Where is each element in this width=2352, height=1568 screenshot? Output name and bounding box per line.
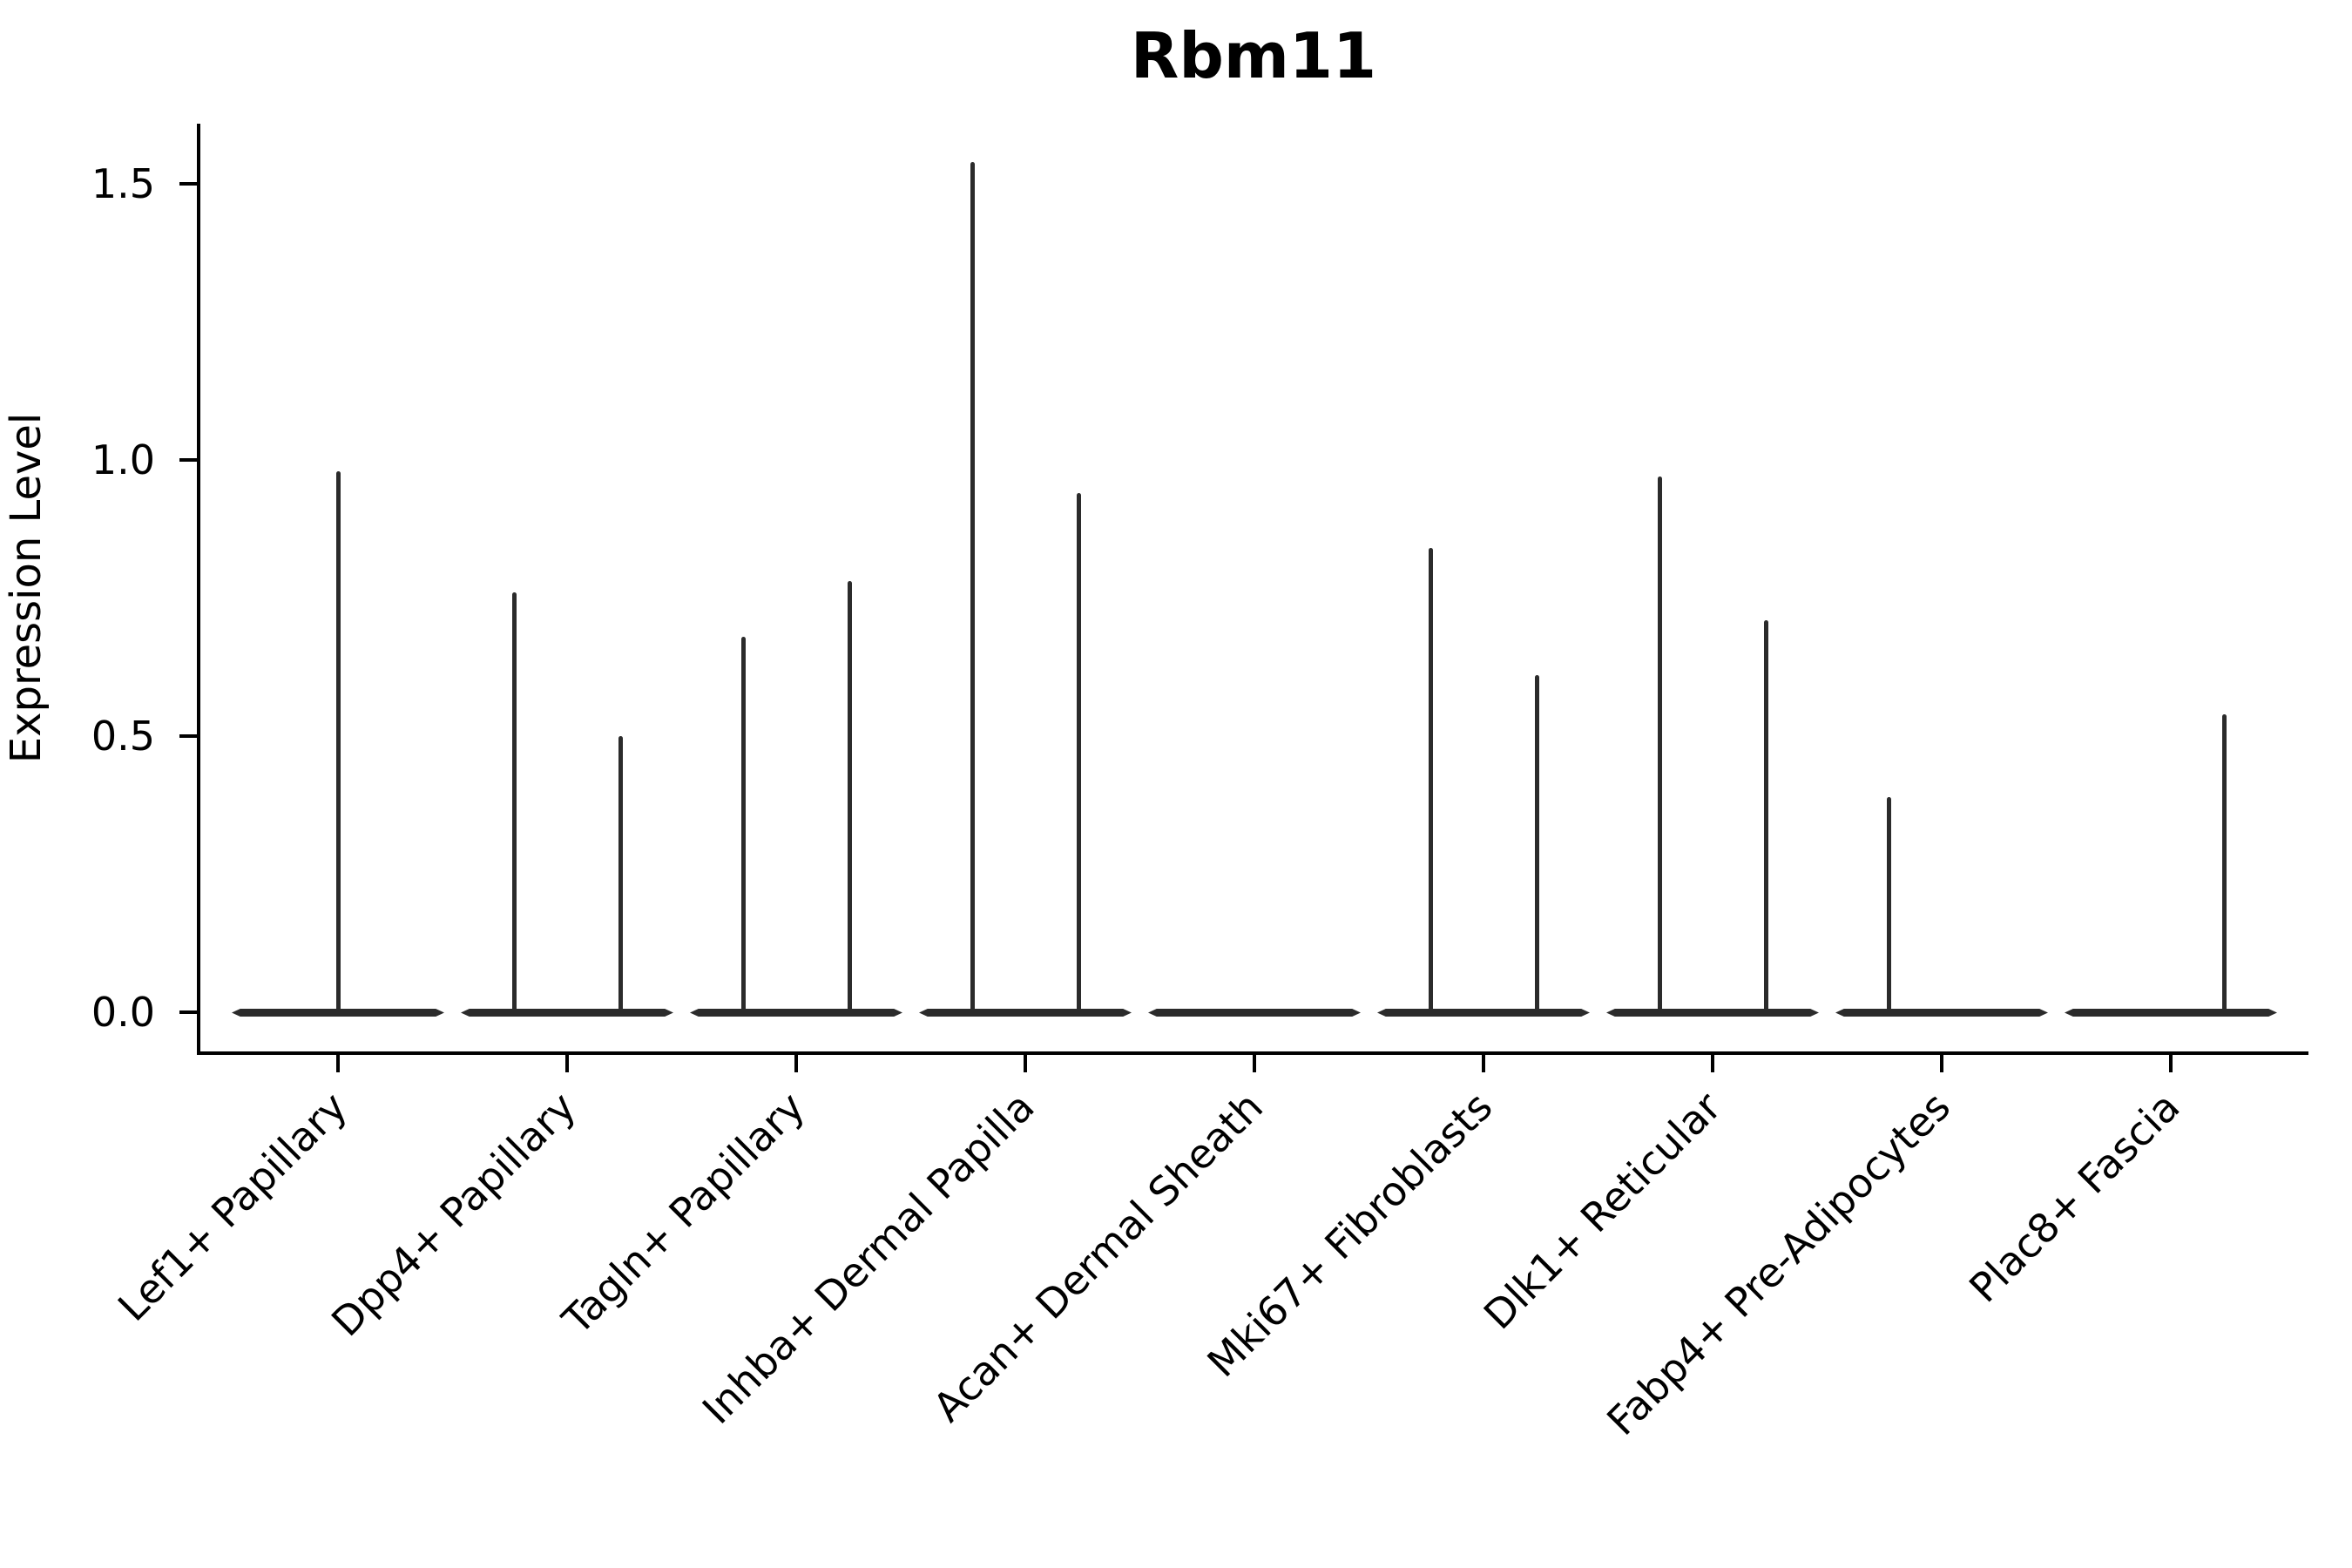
x-tick-mark [565, 1055, 569, 1072]
x-tick-label: Lef1+ Papillary [108, 1083, 356, 1331]
violin-baseline [1835, 1009, 2048, 1017]
chart-title: Rbm11 [1130, 19, 1377, 92]
violin-baseline [1377, 1009, 1590, 1017]
violin-spike [848, 581, 852, 1015]
y-tick-label: 1.0 [91, 436, 155, 483]
x-tick-mark [1711, 1055, 1714, 1072]
violin-spike [741, 636, 746, 1015]
violin-spike [1658, 476, 1662, 1015]
violin-spike [1429, 548, 1433, 1015]
violin-baseline [1606, 1009, 1819, 1017]
x-tick-mark [794, 1055, 798, 1072]
y-tick-mark [179, 458, 197, 462]
violin-spike [1535, 675, 1539, 1015]
y-tick-mark [179, 1010, 197, 1014]
y-tick-mark [179, 182, 197, 186]
violin-spike [1077, 493, 1081, 1015]
violin-spike [970, 161, 975, 1015]
x-axis-spine [197, 1051, 2308, 1055]
x-tick-label: Dpp4+ Papillary [322, 1083, 585, 1346]
y-tick-label: 0.5 [91, 713, 155, 760]
x-tick-label: Tagln+ Papillary [553, 1083, 814, 1344]
x-tick-label: Plac8+ Fascia [1959, 1083, 2189, 1312]
x-tick-mark [2169, 1055, 2173, 1072]
x-tick-mark [1482, 1055, 1485, 1072]
violin-spike [2222, 713, 2227, 1015]
y-tick-mark [179, 734, 197, 738]
x-tick-mark [1940, 1055, 1943, 1072]
x-tick-mark [336, 1055, 340, 1072]
violin-baseline [919, 1009, 1132, 1017]
x-tick-mark [1024, 1055, 1027, 1072]
y-tick-label: 1.5 [91, 160, 155, 207]
x-tick-mark [1253, 1055, 1256, 1072]
violin-spike [1887, 796, 1891, 1015]
violin-baseline [1148, 1009, 1361, 1017]
y-axis-spine [197, 124, 200, 1055]
y-tick-label: 0.0 [91, 989, 155, 1036]
violin-spike [512, 592, 517, 1015]
x-tick-label: Dlk1+ Reticular [1475, 1083, 1731, 1339]
violin-baseline [690, 1009, 902, 1017]
violin-spike [336, 470, 341, 1015]
violin-baseline [461, 1009, 673, 1017]
violin-spike [1764, 619, 1768, 1015]
violin-baseline [2065, 1009, 2277, 1017]
violin-spike [618, 736, 623, 1015]
